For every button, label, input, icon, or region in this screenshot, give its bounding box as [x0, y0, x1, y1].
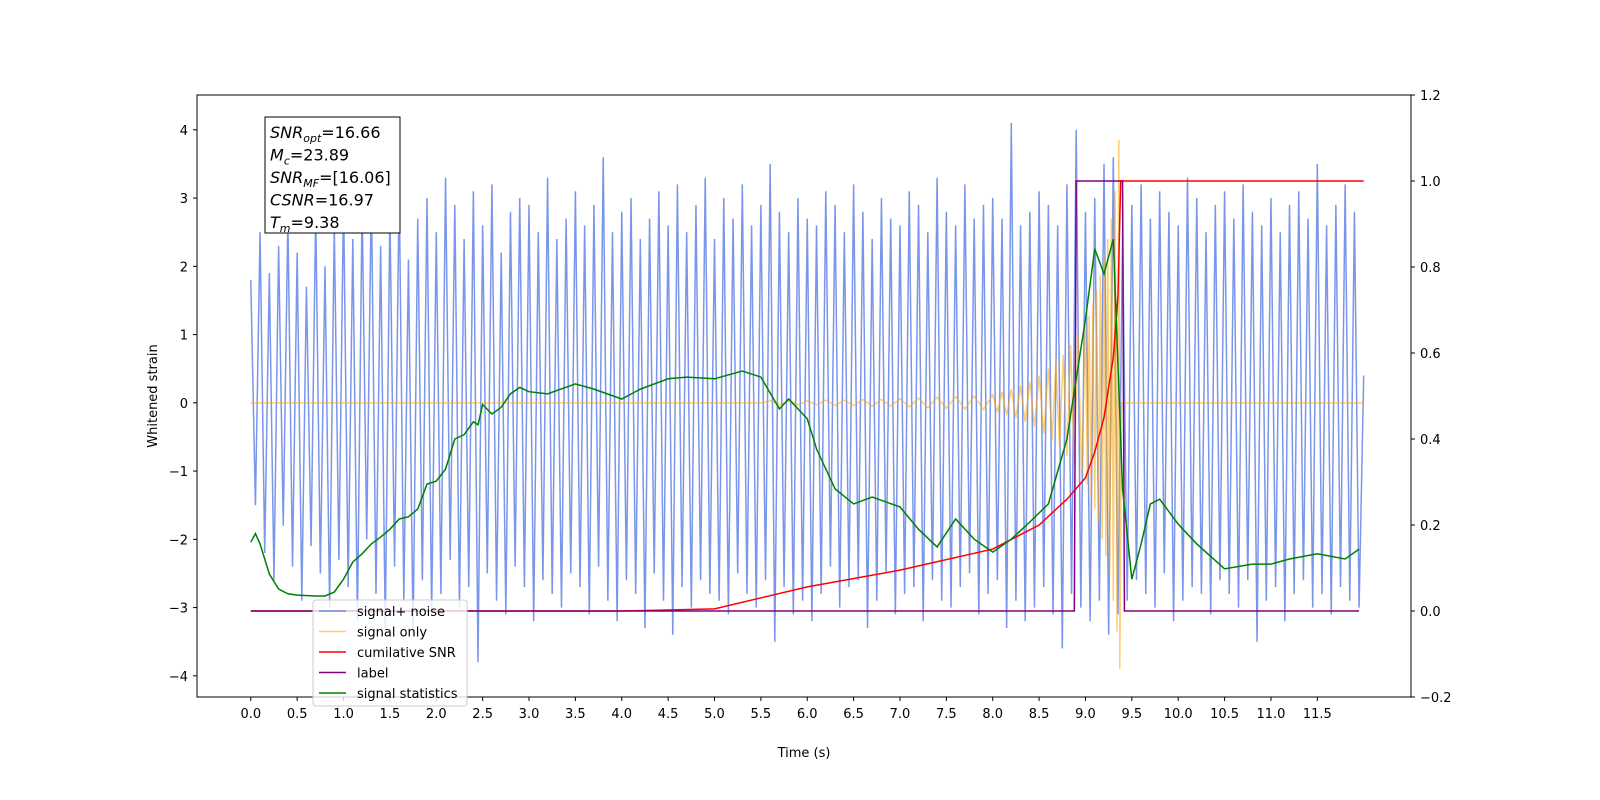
y2-tick-label: 0.2 [1420, 519, 1441, 534]
legend-label: signal statistics [357, 687, 458, 702]
x-tick-label: 11.5 [1303, 707, 1332, 722]
annotation-line: Mc=23.89 [270, 146, 349, 168]
annotation-text: =16.97 [315, 191, 374, 210]
x-tick-label: 1.0 [333, 707, 354, 722]
x-tick-label: 6.0 [797, 707, 818, 722]
annotation-sub: c [284, 155, 290, 168]
x-tick-label: 4.0 [611, 707, 632, 722]
annotation-line: Tm=9.38 [270, 213, 340, 235]
x-tick-label: 0.5 [287, 707, 308, 722]
x-tick-label: 6.5 [843, 707, 864, 722]
annotation-box [264, 116, 401, 234]
series-line [250, 140, 1364, 670]
legend-box [312, 599, 468, 707]
x-tick-label: 10.0 [1164, 707, 1193, 722]
y2-tick-label: 0.4 [1420, 433, 1441, 448]
annotation-symbol: M [270, 146, 284, 165]
x-tick-label: 11.0 [1256, 707, 1285, 722]
x-tick-label: 9.0 [1075, 707, 1096, 722]
x-axis-label: Time (s) [777, 746, 831, 761]
y2-tick-label: 0.8 [1420, 261, 1441, 276]
x-tick-label: 2.0 [426, 707, 447, 722]
annotation-line: SNRopt=16.66 [270, 123, 381, 145]
y2-tick-label: −0.2 [1420, 691, 1452, 706]
annotation-line: CSNR=16.97 [270, 191, 374, 210]
y2-tick-label: 0.6 [1420, 347, 1441, 362]
series-line [250, 122, 1365, 663]
x-tick-label: 5.5 [751, 707, 772, 722]
y-tick-label: 2 [180, 260, 188, 275]
y-tick-label: 4 [180, 124, 188, 139]
x-tick-label: 3.5 [565, 707, 586, 722]
annotation-sub: MF [303, 177, 319, 190]
x-tick-label: 5.0 [704, 707, 725, 722]
series-line [250, 238, 1360, 597]
annotation-line: SNRMF=[16.06] [270, 168, 391, 190]
annotation-symbol: SNR [270, 123, 303, 142]
annotation-text: =23.89 [290, 146, 349, 165]
x-tick-label: 0.0 [240, 707, 261, 722]
annotation-text: =9.38 [291, 213, 340, 232]
y-tick-label: −1 [169, 465, 188, 480]
x-tick-label: 2.5 [472, 707, 493, 722]
annotation-text: =[16.06] [319, 168, 391, 187]
annotation-symbol: CSNR [270, 191, 315, 210]
y2-tick-label: 1.2 [1420, 89, 1441, 104]
y-axis-label: Whitened strain [146, 344, 161, 447]
series-line [250, 180, 1360, 612]
x-tick-label: 9.5 [1122, 707, 1143, 722]
x-tick-label: 7.5 [936, 707, 957, 722]
annotation-symbol: SNR [270, 168, 303, 187]
annotation-symbol: T [270, 213, 281, 232]
x-tick-label: 8.5 [1029, 707, 1050, 722]
annotation-text: =16.66 [321, 123, 380, 142]
y-tick-label: −3 [169, 602, 188, 617]
y-tick-label: −4 [169, 670, 188, 685]
y-tick-label: 1 [180, 329, 188, 344]
annotation-sub: m [280, 222, 291, 235]
legend-label: cumilative SNR [357, 646, 456, 661]
x-tick-label: 7.0 [890, 707, 911, 722]
x-tick-label: 10.5 [1210, 707, 1239, 722]
y2-tick-label: 0.0 [1420, 605, 1441, 620]
plot-frame [196, 94, 1412, 698]
annotation-sub: opt [303, 132, 322, 145]
y-tick-label: −2 [169, 533, 188, 548]
legend-label: signal+ noise [357, 605, 445, 620]
legend-label: label [357, 667, 388, 682]
y-tick-label: 3 [180, 192, 188, 207]
x-tick-label: 4.5 [658, 707, 679, 722]
y-tick-label: 0 [180, 397, 188, 412]
x-tick-label: 1.5 [380, 707, 401, 722]
legend-label: signal only [357, 626, 427, 641]
y2-tick-label: 1.0 [1420, 175, 1441, 190]
x-tick-label: 3.0 [519, 707, 540, 722]
x-tick-label: 8.0 [982, 707, 1003, 722]
